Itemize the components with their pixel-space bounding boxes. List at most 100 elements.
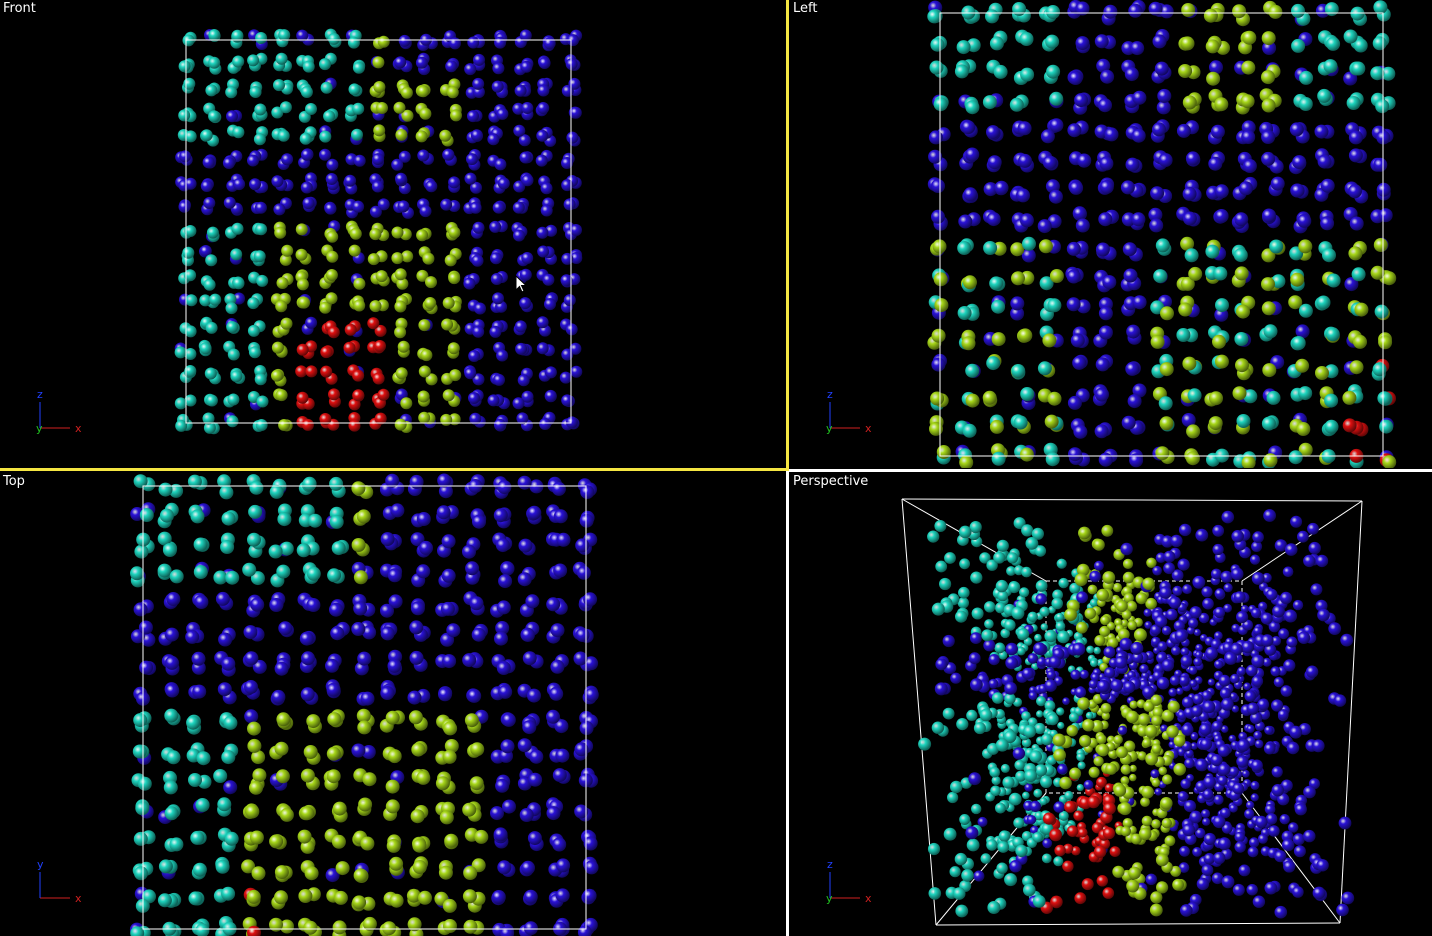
atom-blue [544,366,557,379]
atom-red [1050,895,1063,909]
atom-cyan [199,294,212,307]
atom-blue [1234,841,1246,853]
atom-lime [408,710,423,725]
atom-blue [1218,674,1231,687]
atom-lime [936,445,951,459]
atom-lime [1263,453,1278,468]
atom-blue [1315,554,1329,568]
atom-lime [1128,866,1141,880]
atom-blue [536,342,549,355]
atom-blue [1114,655,1128,669]
atom-lime [1077,697,1090,710]
atom-blue [1029,800,1041,812]
atom-lime [1142,738,1152,748]
atom-blue [1320,178,1335,193]
atom-blue [1123,268,1138,283]
atom-blue [468,350,481,362]
atom-lime [353,299,366,312]
atom-blue [271,689,286,704]
atom-blue [1251,675,1264,687]
atom-blue [448,176,461,189]
atom-blue [1264,804,1276,815]
atom-blue [471,254,484,267]
atom-blue [1161,659,1174,672]
atom-lime [418,319,431,332]
atom-blue [1251,654,1265,668]
atom-cyan [1044,629,1057,643]
atom-blue [1099,179,1114,194]
atom-blue [1336,903,1349,917]
atom-lime [1113,735,1123,745]
atom-cyan [1326,36,1341,51]
atom-cyan [985,9,999,24]
top-view-canvas[interactable]: xy [0,473,786,936]
atom-cyan [1343,29,1358,44]
atom-cyan [1027,611,1038,622]
atom-blue [437,473,452,488]
atom-cyan [208,56,221,69]
atom-blue [1268,825,1280,837]
atom-blue [519,808,534,822]
atom-blue [1241,130,1256,144]
atom-lime [417,390,430,403]
atom-cyan [1057,721,1065,730]
atom-blue [1251,541,1263,552]
perspective-view-canvas[interactable]: x z y [790,473,1432,936]
atom-lime [1137,751,1147,761]
atom-blue [397,200,410,213]
atom-blue [244,651,259,666]
atom-red [1102,827,1115,840]
atom-lime [352,895,367,910]
atom-blue [1263,509,1276,522]
axis-label-depth: y [826,422,833,435]
atom-blue [490,806,504,821]
atom-blue [410,601,425,616]
atom-lime [462,889,477,904]
axis-label-v: z [827,388,833,401]
atom-lime [1206,71,1221,86]
atom-blue [1094,34,1109,49]
atom-blue [353,154,366,167]
atom-blue [1223,603,1232,613]
atom-blue [139,660,154,675]
atom-blue [563,198,576,211]
atom-cyan [1020,387,1035,401]
axis-label-v: y [37,858,44,871]
atom-cyan [1000,628,1010,639]
atom-blue [1221,510,1235,524]
atom-blue [1253,730,1263,740]
front-view-canvas[interactable]: x z y [0,0,786,468]
atom-lime [444,833,459,848]
atom-cyan [347,36,360,49]
atom-cyan [991,692,1004,704]
atom-blue [165,683,180,698]
atom-lime [1047,391,1062,406]
atom-blue [1098,306,1113,321]
atom-lime [1133,628,1147,642]
atom-cyan [224,831,239,846]
left-view-canvas[interactable]: x z y [790,0,1432,468]
atom-blue [514,84,527,97]
atom-blue [1079,669,1089,679]
atom-lime [1370,265,1385,280]
atom-blue [1125,361,1140,376]
atom-cyan [134,544,149,559]
atom-lime [1087,584,1098,595]
atom-lime [276,277,289,289]
atom-blue [1254,739,1264,749]
atom-cyan [1158,396,1173,411]
viewport-divider-horizontal [789,469,1432,472]
atom-blue [351,622,366,636]
atom-blue [1284,609,1297,623]
atom-blue [1019,213,1034,228]
atom-blue [575,538,590,553]
atom-cyan [327,568,342,583]
atom-blue [487,394,500,407]
atom-blue [438,484,453,499]
atom-blue [474,302,486,315]
atom-blue [1170,534,1183,548]
